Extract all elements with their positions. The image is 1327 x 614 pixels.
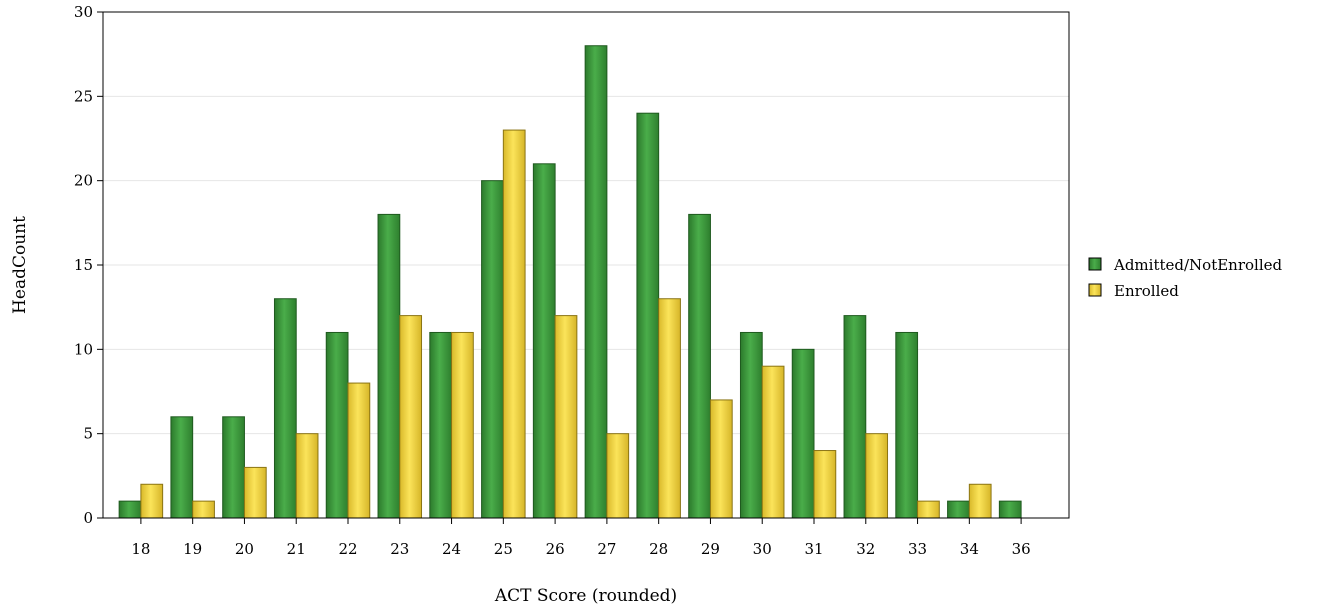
y-tick-label: 25 — [74, 87, 93, 105]
bar-admitted-not-enrolled-31 — [791, 348, 815, 519]
x-tick-label: 26 — [546, 540, 565, 558]
bar-enrolled-23 — [399, 315, 423, 519]
x-axis: 18 19 20 21 22 23 24 25 26 27 28 29 30 31 32 33 34 36 — [131, 518, 1031, 558]
y-tick-label: 15 — [74, 256, 93, 274]
bar-enrolled-24 — [451, 331, 474, 519]
bar-admitted-not-enrolled-27 — [584, 45, 608, 519]
x-tick-label: 32 — [856, 540, 875, 558]
legend-label: Admitted/NotEnrolled — [1113, 256, 1283, 274]
x-tick-label: 25 — [494, 540, 513, 558]
y-tick-label: 0 — [83, 509, 93, 527]
bar-admitted-not-enrolled-36 — [998, 500, 1022, 519]
bar-enrolled-31 — [813, 450, 837, 519]
bar-admitted-not-enrolled-33 — [895, 331, 919, 519]
bar-enrolled-28 — [658, 298, 681, 519]
bar-enrolled-22 — [347, 382, 371, 519]
bar-admitted-not-enrolled-29 — [688, 213, 711, 519]
bar-enrolled-30 — [761, 365, 785, 519]
bar-admitted-not-enrolled-32 — [843, 315, 867, 519]
bar-enrolled-27 — [606, 433, 630, 519]
x-tick-label: 27 — [597, 540, 616, 558]
bar-enrolled-19 — [192, 500, 215, 519]
x-tick-label: 18 — [131, 540, 150, 558]
y-tick-label: 10 — [74, 340, 93, 358]
x-tick-label: 20 — [235, 540, 254, 558]
y-tick-label: 20 — [74, 172, 93, 190]
bar-admitted-not-enrolled-30 — [739, 331, 763, 519]
bar-enrolled-34 — [968, 483, 992, 519]
bar-admitted-not-enrolled-23 — [377, 213, 401, 519]
bar-enrolled-33 — [917, 500, 940, 519]
bar-admitted-not-enrolled-21 — [273, 298, 297, 519]
bar-enrolled-18 — [140, 483, 164, 519]
x-tick-label: 36 — [1012, 540, 1031, 558]
legend-swatch — [1088, 283, 1102, 297]
bar-enrolled-26 — [554, 315, 578, 519]
bar-admitted-not-enrolled-19 — [170, 416, 194, 519]
x-tick-label: 24 — [442, 540, 461, 558]
bars — [118, 45, 1022, 519]
bar-enrolled-25 — [502, 129, 526, 519]
x-tick-label: 29 — [701, 540, 720, 558]
bar-admitted-not-enrolled-34 — [947, 500, 970, 519]
x-tick-label: 22 — [338, 540, 357, 558]
y-tick-label: 5 — [83, 425, 93, 443]
x-axis-title: ACT Score (rounded) — [494, 586, 677, 606]
y-axis: 0 5 10 15 20 25 30 — [74, 3, 103, 527]
bar-admitted-not-enrolled-28 — [636, 112, 660, 519]
x-tick-label: 33 — [908, 540, 927, 558]
x-tick-label: 21 — [287, 540, 306, 558]
bar-enrolled-21 — [295, 433, 319, 519]
bar-admitted-not-enrolled-25 — [481, 180, 504, 519]
x-tick-label: 30 — [753, 540, 772, 558]
bar-admitted-not-enrolled-24 — [429, 331, 453, 519]
x-tick-label: 28 — [649, 540, 668, 558]
legend-swatch — [1088, 257, 1102, 271]
y-tick-label: 30 — [74, 3, 93, 21]
bar-admitted-not-enrolled-26 — [532, 163, 556, 519]
y-axis-title: HeadCount — [10, 216, 30, 314]
x-tick-label: 23 — [390, 540, 409, 558]
legend: Admitted/NotEnrolled Enrolled — [1088, 256, 1283, 300]
x-tick-label: 31 — [804, 540, 823, 558]
bar-admitted-not-enrolled-20 — [222, 416, 245, 519]
bar-admitted-not-enrolled-22 — [325, 331, 349, 519]
bar-enrolled-32 — [865, 433, 889, 519]
bar-enrolled-20 — [243, 466, 267, 519]
bar-admitted-not-enrolled-18 — [118, 500, 142, 519]
legend-label: Enrolled — [1114, 282, 1179, 300]
x-tick-label: 34 — [960, 540, 979, 558]
x-tick-label: 19 — [183, 540, 202, 558]
bar-enrolled-29 — [709, 399, 733, 519]
